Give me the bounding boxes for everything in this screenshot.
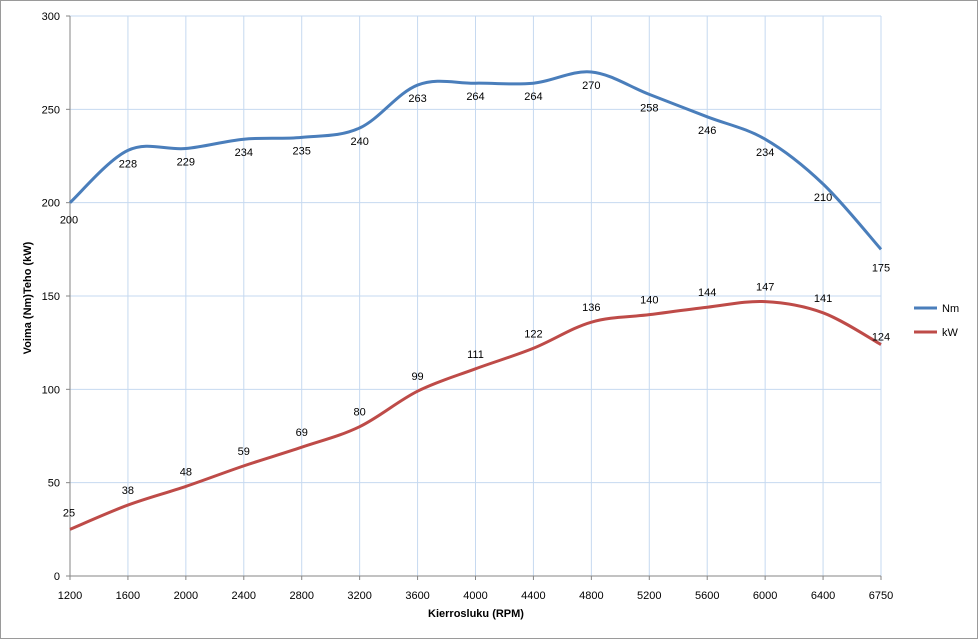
x-axis-title: Kierrosluku (RPM) <box>428 608 524 620</box>
x-tick-label: 2400 <box>232 590 256 602</box>
data-label-nm: 229 <box>177 157 195 169</box>
y-tick-label: 0 <box>54 571 60 583</box>
x-tick-label: 4400 <box>521 590 545 602</box>
data-label-nm: 258 <box>640 102 658 114</box>
x-tick-label: 2800 <box>289 590 313 602</box>
legend-label-kw: kW <box>942 327 959 339</box>
series-line-nm <box>68 70 883 251</box>
data-label-kw: 59 <box>238 446 250 458</box>
data-label-kw: 69 <box>296 427 308 439</box>
data-label-kw: 38 <box>122 485 134 497</box>
x-tick-label: 5600 <box>695 590 719 602</box>
series-line-kw <box>69 299 882 531</box>
y-tick-label: 50 <box>48 478 60 490</box>
x-tick-label: 6400 <box>811 590 835 602</box>
data-label-nm: 200 <box>60 215 78 227</box>
y-tick-label: 300 <box>42 11 60 23</box>
x-tick-label: 3200 <box>347 590 371 602</box>
data-label-kw: 136 <box>582 302 600 314</box>
data-label-nm: 270 <box>582 80 600 92</box>
y-tick-label: 250 <box>42 104 60 116</box>
gridlines <box>70 15 882 576</box>
x-tick-label: 6000 <box>753 590 777 602</box>
data-label-kw: 122 <box>524 328 542 340</box>
x-tick-label: 1600 <box>116 590 140 602</box>
data-label-nm: 210 <box>814 192 832 204</box>
data-label-kw: 80 <box>354 407 366 419</box>
data-label-nm: 234 <box>756 147 774 159</box>
x-tick-label: 3600 <box>405 590 429 602</box>
data-label-kw: 144 <box>698 287 716 299</box>
data-labels: 200 228 229 234 235 240 263 264 264 270 258 246 234 2… <box>60 80 890 519</box>
y-tick-label: 150 <box>42 291 60 303</box>
legend-label-nm: Nm <box>942 303 959 315</box>
data-label-nm: 264 <box>524 91 542 103</box>
data-label-kw: 25 <box>63 507 75 519</box>
data-label-kw: 99 <box>411 371 423 383</box>
series-lines <box>68 70 883 531</box>
data-label-nm: 228 <box>119 158 137 170</box>
data-label-nm: 235 <box>293 145 311 157</box>
x-tick-label: 6750 <box>869 590 893 602</box>
data-label-kw: 141 <box>814 293 832 305</box>
x-tick-label: 1200 <box>58 590 82 602</box>
y-axis-title: Voima (Nm)Teho (kW) <box>22 241 34 354</box>
data-label-kw: 140 <box>640 295 658 307</box>
data-label-nm: 234 <box>235 147 253 159</box>
y-tick-label: 100 <box>42 384 60 396</box>
data-label-nm: 240 <box>350 136 368 148</box>
data-label-kw: 124 <box>872 332 890 344</box>
data-label-nm: 264 <box>466 91 484 103</box>
x-tick-label: 4000 <box>463 590 487 602</box>
x-tick-label: 4800 <box>579 590 603 602</box>
legend: Nm kW <box>914 303 959 339</box>
data-label-kw: 111 <box>467 349 484 361</box>
data-label-kw: 48 <box>180 466 192 478</box>
data-label-nm: 263 <box>408 93 426 105</box>
x-tick-label: 2000 <box>174 590 198 602</box>
data-label-nm: 175 <box>872 262 890 274</box>
axes: 0 50 100 150 200 250 300 1200 1600 2000 2400 2800 32… <box>42 11 894 602</box>
y-tick-label: 200 <box>42 198 60 210</box>
x-tick-label: 5200 <box>637 590 661 602</box>
data-label-nm: 246 <box>698 125 716 137</box>
data-label-kw: 147 <box>756 282 774 294</box>
